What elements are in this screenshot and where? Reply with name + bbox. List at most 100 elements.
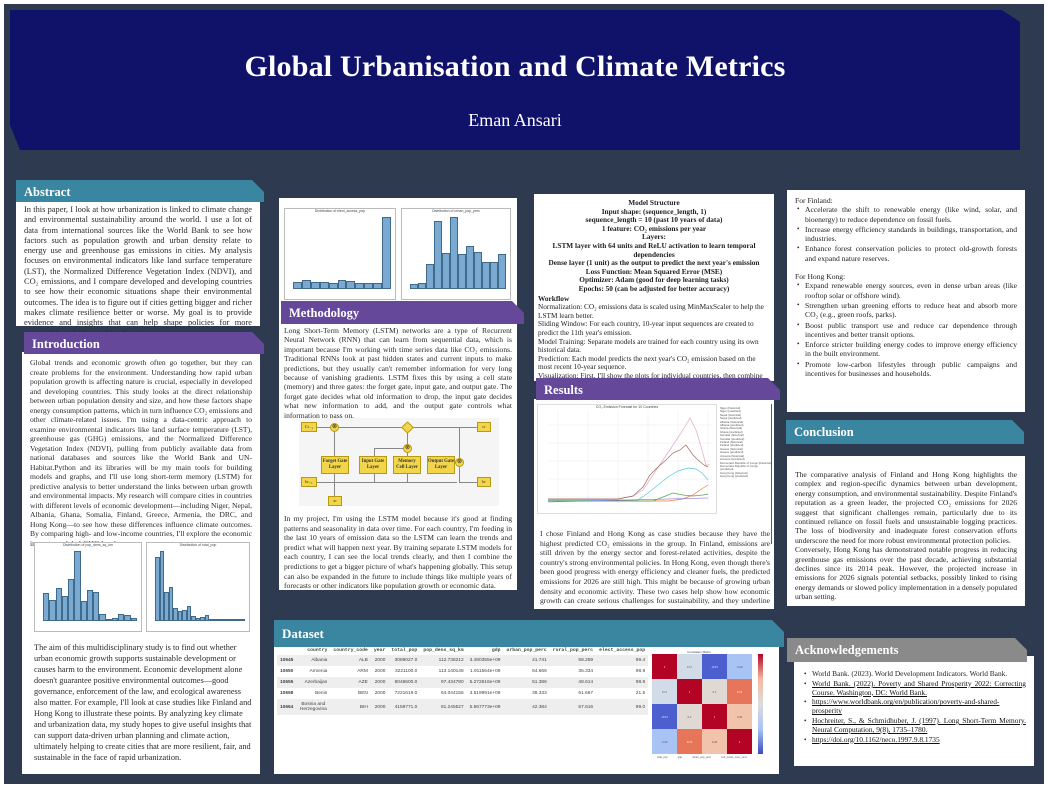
table-row: 10650 Armenia ARM 2000 3221100.0 113.140148 1.… xyxy=(277,666,648,677)
legend-item: Greece (predicted) xyxy=(720,450,744,455)
results-text: I chose Finland and Hong Kong as case st… xyxy=(540,529,770,605)
workflow-step: Normalization: CO₂ emissions data is sca… xyxy=(538,302,764,320)
column-header: urban_pop_perc xyxy=(506,648,547,653)
poster-title: Global Urbanisation and Climate Metrics xyxy=(244,50,786,83)
legend-item: Somalia (predicted) xyxy=(720,436,745,441)
column-header: country_code xyxy=(333,648,368,653)
table-row: 10645 Albania ALB 2000 3089027.0 112.738212 3.… xyxy=(277,655,649,666)
model-line: LSTM layer with 64 units and ReLU activa… xyxy=(552,240,756,259)
introduction-card: Global trends and economic growth often … xyxy=(22,352,260,774)
cell: BIH xyxy=(330,699,371,715)
histogram-total-pop: Distribution of total_pop xyxy=(146,542,250,632)
cell: 98.9 xyxy=(635,669,646,674)
model-line: Layers: xyxy=(642,232,666,242)
cell: 81.245527 xyxy=(420,699,467,715)
cell: 41.741 xyxy=(503,655,550,666)
cell: ALB xyxy=(330,655,371,666)
legend-item: Finland (historical) xyxy=(720,440,743,445)
cell: 64.044156 xyxy=(440,691,464,696)
heatmap-colorbar xyxy=(758,654,763,754)
cell: 97.434780 xyxy=(420,677,467,688)
cell: 48.614 xyxy=(549,677,597,688)
cell: 64.666 xyxy=(532,669,547,674)
cell: Benin xyxy=(315,691,328,696)
column-header: total_pop xyxy=(391,648,418,653)
cell: 4159771.0 xyxy=(388,699,421,715)
histogram-urban-pop-perc: Distribution of urban_pop_perc xyxy=(401,208,511,300)
cell: 3.480355e+09 xyxy=(466,655,504,666)
cell: 7221619.0 xyxy=(394,691,418,696)
column-header: rural_pop_perc xyxy=(552,648,594,653)
workflow-step: Prediction: Each model predicts the next… xyxy=(538,353,756,372)
cell: 2000 xyxy=(370,655,389,666)
legend-item: Finland (predicted) xyxy=(720,443,744,448)
list-item: Enforce stricter building energy codes t… xyxy=(795,340,1017,359)
reference-link[interactable]: World Bank. (2022). Poverty and Shared P… xyxy=(812,678,1026,697)
legend-item: Ghana (historical) xyxy=(720,426,743,431)
reference-link[interactable]: https://www.worldbank.org/en/publication… xyxy=(812,697,1000,716)
cell: 38.333 xyxy=(532,691,547,696)
cell: 5.567773e+09 xyxy=(466,699,504,715)
label-h-prev: hₜ₋₁ xyxy=(301,477,317,487)
model-line: Epochs: 50 (can be adjusted for better a… xyxy=(578,283,730,293)
cell: BEN xyxy=(358,691,368,696)
column-header: pop_dens_sq_km xyxy=(423,648,464,653)
lstm-diagram: Cₜ₋₁ hₜ₋₁ xₜ cₜ hₜ ⊗ ⊗ ⊗ Forget Gate Lay… xyxy=(299,418,499,506)
cell: 8048600.0 xyxy=(388,677,421,688)
poster: Global Urbanisation and Climate Metrics … xyxy=(4,4,1044,784)
cell: Bosnia and Herzegovina xyxy=(296,699,331,715)
model-structure-card: Model Structure Input shape: (sequence_l… xyxy=(534,194,774,388)
cell: 112.738212 xyxy=(420,655,467,666)
label-c-prev: Cₜ₋₁ xyxy=(301,422,317,432)
workflow-step: Model Training: Separate models are trai… xyxy=(538,336,759,355)
methodology-text-2: In my project, I'm using the LSTM model … xyxy=(284,514,512,591)
legend-item: Hong Kong (predicted) xyxy=(720,474,749,479)
hong-kong-heading: For Hong Kong: xyxy=(795,272,846,282)
conclusion-paragraph-2: Conversely, Hong Kong has demonstrated n… xyxy=(795,545,1017,602)
legend-item: Niger (predicted) xyxy=(720,409,741,414)
histogram-elect-access: Distribution of elect_access_pop xyxy=(284,208,396,300)
abstract-text: In this paper, I look at how urbanizatio… xyxy=(24,205,252,338)
reference-link[interactable]: https://doi.org/10.1162/neco.1997.9.8.17… xyxy=(812,734,940,744)
histogram-title: Distribution of pop_dens_sq_km xyxy=(62,543,113,547)
cell: 2000 xyxy=(370,699,389,715)
workflow-step: Sliding Window: For each country, 10-yea… xyxy=(538,319,754,337)
legend-item: Albania (historical) xyxy=(720,419,744,424)
forget-gate-layer: Forget Gate Layer xyxy=(321,456,349,474)
model-structure-title: Model Structure xyxy=(628,198,680,207)
reference-link[interactable]: Hochreiter, S., & Schmidhuber, J. (1997)… xyxy=(812,715,1026,734)
label-x-t: xₜ xyxy=(328,496,342,506)
histogram-bars xyxy=(43,551,137,621)
conclusion-card: The comparative analysis of Finland and … xyxy=(787,456,1025,606)
cell: 98.9 xyxy=(596,677,649,688)
cell: 2000 xyxy=(374,691,386,696)
cell: 3221100.0 xyxy=(395,669,418,674)
model-line: Optimizer: Adam (good for deep learning … xyxy=(579,275,729,285)
abstract-card: In this paper, I look at how urbanizatio… xyxy=(16,200,260,338)
model-structure-lines: Model Structure Input shape: (sequence_l… xyxy=(534,194,774,294)
acknowledgements-heading: Acknowledgements xyxy=(787,638,1027,662)
legend-item: Hong Kong (historical) xyxy=(720,470,748,475)
output-gate-layer: Output Gate Layer xyxy=(427,456,455,474)
methodology-heading: Methodology xyxy=(281,301,524,324)
acknowledgements-card: World Bank. (2023). World Development In… xyxy=(794,656,1034,766)
list-item: Increase energy efficiency standards in … xyxy=(795,225,1017,244)
legend-item: Democratic Republic of Congo (historical… xyxy=(720,460,772,465)
input-gate-layer: Input Gate Layer xyxy=(359,456,387,474)
model-line: Loss Function: Mean Squared Error (MSE) xyxy=(585,266,723,276)
list-item: Boost public transport use and reduce ca… xyxy=(795,321,1017,340)
introduction-heading: Introduction xyxy=(24,332,264,354)
column-header: elect_access_pop xyxy=(599,648,646,653)
column-header: year xyxy=(373,648,386,653)
reference-item: World Bank. (2023). World Development In… xyxy=(802,669,1026,679)
cell: 51.386 xyxy=(503,677,550,688)
add-node-icon xyxy=(401,421,414,434)
legend-item: Nepal (predicted) xyxy=(720,416,742,421)
heatmap-label: gdp xyxy=(677,756,683,759)
legend-scrollbar[interactable] xyxy=(771,404,772,544)
dataset-heading: Dataset xyxy=(274,620,784,647)
legend-item: Armenia (predicted) xyxy=(720,457,745,462)
cell: Albania xyxy=(296,655,331,666)
model-line: sequence_length = 10 (past 10 years of d… xyxy=(585,215,723,225)
chart-legend: Niger (historical) Niger (predicted) Nep… xyxy=(720,406,772,479)
